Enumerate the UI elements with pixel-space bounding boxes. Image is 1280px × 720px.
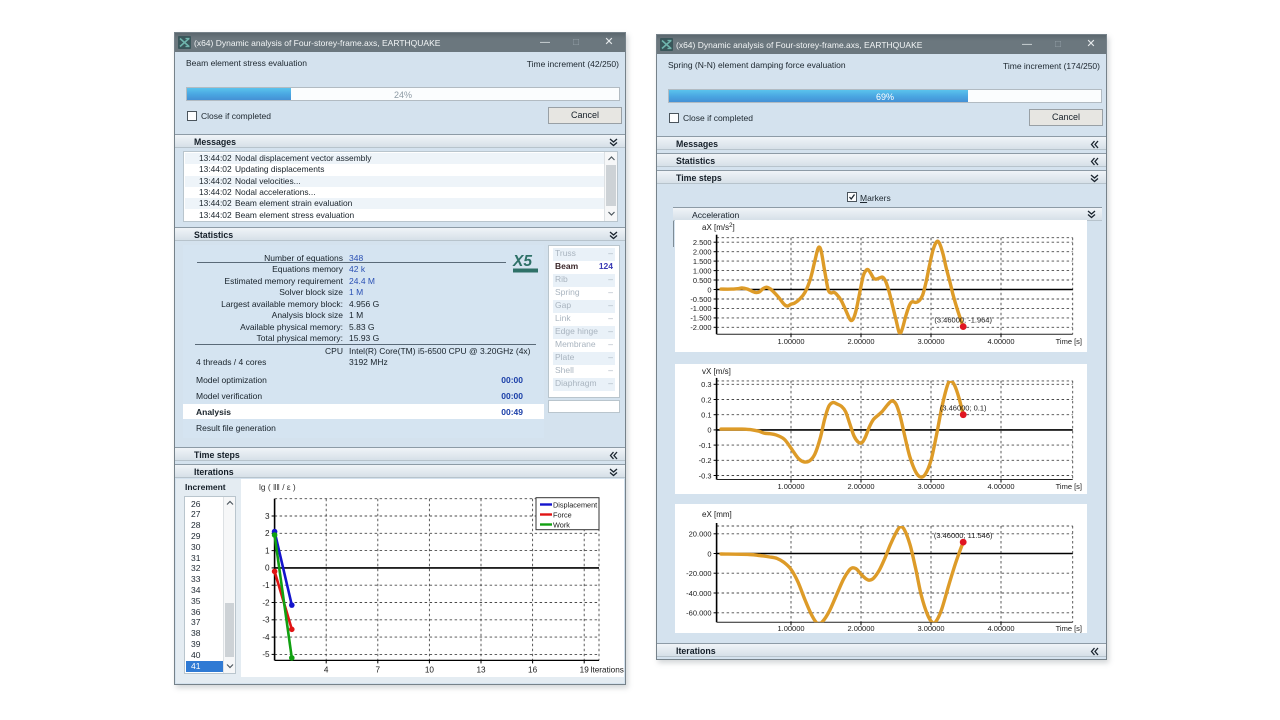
svg-text:Displacement: Displacement	[553, 500, 597, 509]
svg-text:4.00000: 4.00000	[987, 337, 1014, 346]
svg-text:1.00000: 1.00000	[777, 482, 804, 491]
svg-text:-4: -4	[262, 633, 270, 642]
svg-text:Work: Work	[553, 520, 570, 529]
svg-text:0.2: 0.2	[701, 395, 711, 404]
svg-text:1.00000: 1.00000	[777, 624, 804, 633]
svg-text:0.1: 0.1	[701, 411, 711, 420]
svg-text:-1: -1	[262, 581, 270, 590]
svg-text:-20.000: -20.000	[686, 569, 711, 578]
svg-text:4.00000: 4.00000	[987, 624, 1014, 633]
svg-text:Time [s]: Time [s]	[1056, 337, 1082, 346]
svg-text:2.00000: 2.00000	[847, 337, 874, 346]
svg-text:2.000: 2.000	[693, 248, 712, 257]
svg-text:Force: Force	[553, 510, 572, 519]
svg-text:3: 3	[265, 512, 270, 521]
svg-text:eX [mm]: eX [mm]	[702, 510, 732, 519]
svg-text:10: 10	[425, 665, 435, 674]
svg-text:0: 0	[707, 426, 711, 435]
svg-text:-0.3: -0.3	[699, 471, 712, 480]
svg-text:vX [m/s]: vX [m/s]	[702, 367, 731, 376]
svg-text:4: 4	[324, 665, 329, 674]
svg-text:-0.500: -0.500	[690, 295, 711, 304]
svg-text:-3: -3	[262, 616, 270, 625]
svg-text:-1.500: -1.500	[690, 314, 711, 323]
svg-text:0.500: 0.500	[693, 276, 712, 285]
svg-text:aX [m/s2]: aX [m/s2]	[702, 223, 735, 232]
svg-text:Iterations: Iterations	[590, 665, 624, 674]
svg-text:-5: -5	[262, 650, 270, 659]
svg-text:1.00000: 1.00000	[777, 337, 804, 346]
svg-text:2.00000: 2.00000	[847, 482, 874, 491]
svg-text:19: 19	[580, 665, 590, 674]
svg-text:3.00000: 3.00000	[917, 482, 944, 491]
svg-text:-1.000: -1.000	[690, 304, 711, 313]
svg-text:0.3: 0.3	[701, 380, 711, 389]
svg-text:2.00000: 2.00000	[847, 624, 874, 633]
svg-text:3.00000: 3.00000	[917, 337, 944, 346]
svg-text:(3.46000; -1.964): (3.46000; -1.964)	[934, 316, 992, 325]
svg-text:lg ( ‖‖ / ε ): lg ( ‖‖ / ε )	[259, 482, 296, 492]
svg-text:2.500: 2.500	[693, 238, 712, 247]
svg-text:3.00000: 3.00000	[917, 624, 944, 633]
svg-text:13: 13	[476, 665, 486, 674]
svg-text:-60.000: -60.000	[686, 609, 711, 618]
svg-text:X5: X5	[512, 253, 532, 270]
svg-text:1.000: 1.000	[693, 266, 712, 275]
svg-text:0: 0	[265, 564, 270, 573]
svg-text:0: 0	[707, 285, 711, 294]
svg-text:Time [s]: Time [s]	[1056, 624, 1082, 633]
svg-text:7: 7	[376, 665, 381, 674]
svg-text:-0.2: -0.2	[699, 456, 712, 465]
svg-text:1.500: 1.500	[693, 257, 712, 266]
svg-text:16: 16	[528, 665, 538, 674]
svg-text:-0.1: -0.1	[699, 441, 712, 450]
svg-text:4.00000: 4.00000	[987, 482, 1014, 491]
svg-text:-2: -2	[262, 598, 270, 607]
svg-text:(3.46000; 11.546): (3.46000; 11.546)	[934, 531, 993, 540]
svg-text:Time [s]: Time [s]	[1056, 482, 1082, 491]
svg-text:2: 2	[265, 529, 270, 538]
svg-text:(3.46000; 0.1): (3.46000; 0.1)	[940, 404, 987, 413]
svg-text:-2.000: -2.000	[690, 323, 711, 332]
svg-text:0: 0	[707, 549, 711, 558]
svg-text:-40.000: -40.000	[686, 589, 711, 598]
svg-text:20.000: 20.000	[689, 530, 712, 539]
svg-text:1: 1	[265, 546, 270, 555]
